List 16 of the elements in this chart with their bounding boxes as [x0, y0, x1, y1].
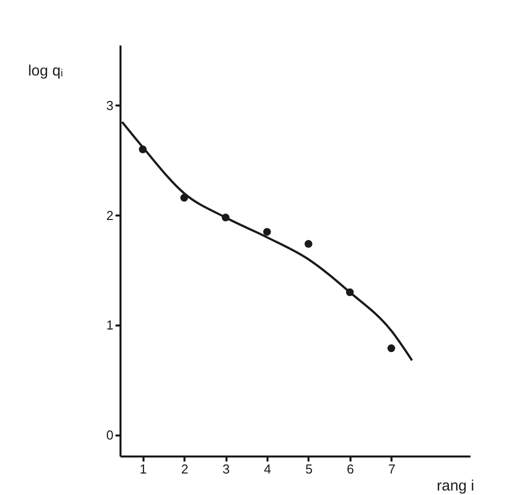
x-tick-label: 2 — [181, 462, 188, 476]
y-tick-label: 2 — [106, 208, 114, 223]
x-tick-label: 7 — [388, 462, 396, 476]
point — [387, 344, 396, 352]
y-axis-title: log qᵢ — [28, 62, 63, 80]
x-tick-label: 6 — [346, 462, 354, 476]
y-tick-label: 3 — [106, 98, 114, 113]
x-tick-label: 5 — [305, 462, 313, 476]
x-tick-label: 4 — [264, 462, 272, 476]
x-tick-label: 3 — [222, 462, 230, 476]
y-tick-label: 1 — [106, 318, 114, 333]
point — [263, 228, 271, 236]
y-tick-label: 0 — [106, 428, 114, 443]
x-axis-title: rang i — [436, 478, 474, 494]
point — [304, 240, 312, 248]
x-tick-label: 1 — [140, 462, 147, 476]
